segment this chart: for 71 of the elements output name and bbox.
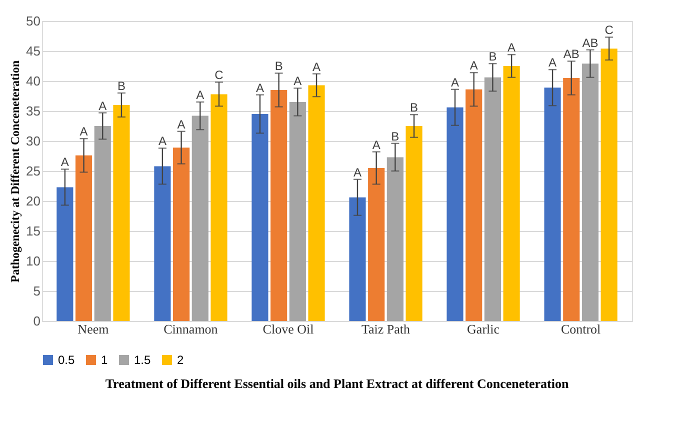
bar — [368, 168, 385, 321]
x-tick-label: Taiz Path — [361, 322, 411, 336]
data-label: B — [410, 100, 418, 115]
bar — [94, 126, 111, 321]
data-label: C — [214, 68, 224, 82]
x-tick-label: Clove Oil — [262, 322, 314, 336]
y-tick-label: 5 — [33, 284, 40, 298]
data-label: A — [294, 74, 302, 88]
legend-label: 1.5 — [134, 353, 152, 367]
x-tick-label: Garlic — [467, 322, 500, 336]
bar — [252, 114, 268, 321]
bar — [349, 197, 366, 321]
data-label: B — [488, 50, 497, 64]
data-label: A — [450, 75, 460, 90]
bar — [308, 85, 325, 321]
bar — [386, 157, 404, 321]
data-label: A — [158, 134, 166, 148]
data-label: A — [312, 60, 321, 74]
x-tick-label: Neem — [78, 322, 109, 336]
bar — [173, 148, 190, 321]
bar — [406, 126, 422, 321]
bar — [210, 94, 228, 321]
data-label: A — [372, 138, 380, 152]
bar — [563, 78, 580, 321]
data-label: A — [60, 155, 69, 170]
bar — [503, 66, 520, 321]
y-tick-label: 20 — [26, 194, 40, 208]
bar — [289, 102, 306, 321]
bar — [544, 88, 561, 321]
bar — [484, 77, 501, 321]
data-label: A — [80, 124, 88, 139]
data-label: C — [604, 23, 614, 38]
data-label: B — [391, 129, 400, 144]
legend-label: 1 — [101, 353, 108, 367]
y-tick-label: 40 — [26, 74, 40, 88]
y-axis-title: Pathogenecity at Different Conceneteration — [8, 60, 22, 283]
legend-label: 0.5 — [58, 353, 76, 367]
bar — [270, 90, 288, 321]
y-tick-label: 15 — [26, 224, 40, 238]
data-label: A — [353, 165, 362, 180]
x-axis-title: Treatment of Different Essential oils and Plant Extract at different Conceneteration — [105, 376, 570, 391]
y-tick-label: 25 — [26, 164, 40, 178]
bar — [582, 64, 599, 321]
data-label: A — [98, 98, 107, 113]
data-label: B — [274, 59, 283, 74]
bar — [466, 89, 482, 321]
bar — [75, 155, 92, 321]
data-label: A — [177, 117, 186, 132]
y-tick-label: 0 — [33, 314, 40, 328]
data-label: AB — [582, 36, 598, 50]
y-tick-label: 30 — [26, 134, 40, 148]
bar — [154, 166, 171, 321]
y-tick-label: 35 — [26, 104, 40, 118]
y-tick-label: 45 — [26, 44, 40, 58]
bar — [600, 48, 618, 321]
data-label: AB — [563, 47, 580, 62]
data-label: A — [508, 40, 516, 55]
data-label: A — [256, 80, 264, 95]
bar — [56, 187, 74, 321]
y-tick-label: 10 — [26, 254, 40, 268]
y-tick-label: 50 — [26, 14, 40, 28]
data-label: A — [196, 88, 204, 102]
legend-label: 2 — [177, 353, 184, 367]
data-label: A — [470, 58, 478, 73]
data-label: B — [117, 79, 126, 93]
bar — [113, 105, 130, 321]
x-tick-label: Cinnamon — [164, 322, 218, 336]
bar — [192, 116, 208, 321]
x-tick-label: Control — [560, 322, 602, 336]
data-label: A — [548, 56, 557, 70]
bar — [446, 107, 464, 321]
